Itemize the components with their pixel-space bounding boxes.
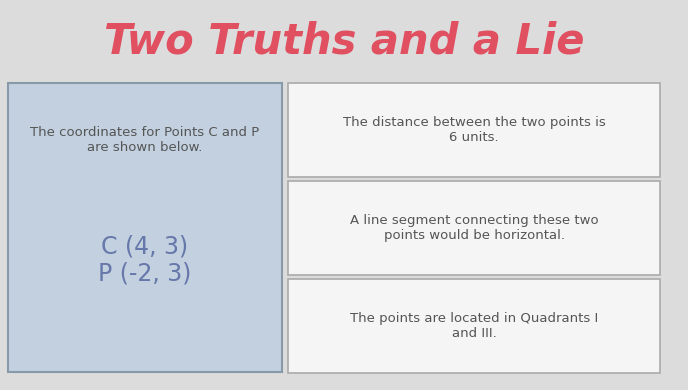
Text: A line segment connecting these two
points would be horizontal.: A line segment connecting these two poin… — [350, 214, 599, 242]
Text: The coordinates for Points C and P
are shown below.: The coordinates for Points C and P are s… — [30, 126, 259, 154]
Text: The distance between the two points is
6 units.: The distance between the two points is 6… — [343, 116, 605, 144]
FancyBboxPatch shape — [288, 181, 660, 275]
Text: C (4, 3)
P (-2, 3): C (4, 3) P (-2, 3) — [98, 234, 192, 286]
FancyBboxPatch shape — [8, 83, 282, 372]
Text: Two Truths and a Lie: Two Truths and a Lie — [104, 21, 584, 63]
FancyBboxPatch shape — [288, 83, 660, 177]
FancyBboxPatch shape — [288, 279, 660, 373]
Text: The points are located in Quadrants I
and III.: The points are located in Quadrants I an… — [350, 312, 598, 340]
